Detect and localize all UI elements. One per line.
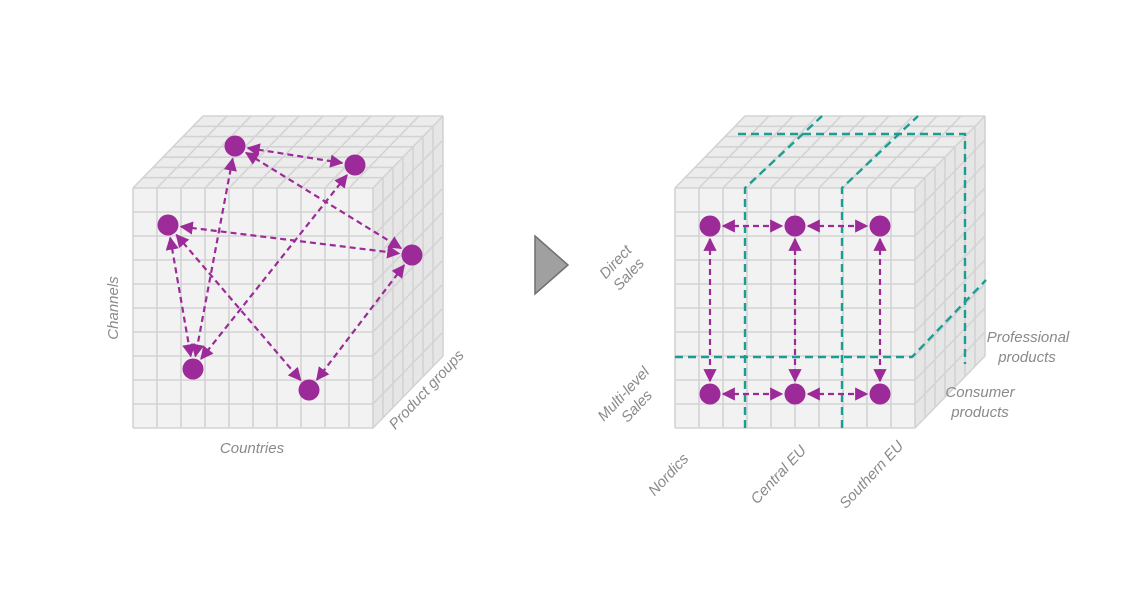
segment-divider-line [840,115,919,428]
row-label-multi-level-sales: Multi-level Sales [595,363,657,426]
axis-label-countries: Countries [220,440,285,457]
depth-label-professional-products: Professional products [987,329,1070,366]
right-nodes [699,215,891,405]
right-cube [674,115,986,429]
data-node [699,215,721,237]
segment-divider-line [675,279,987,359]
data-node [784,383,806,405]
data-node [784,215,806,237]
left-nodes [157,135,423,401]
row-label-direct-sales: Direct Sales [596,241,648,294]
right-split-lines [675,115,987,428]
data-node [298,379,320,401]
right-arrows [703,219,887,401]
depth-label-consumer-products: Consumer products [945,384,1015,421]
data-node [344,154,366,176]
depth-label-line-1: Consumer [945,384,1015,401]
column-label-nordics: Nordics [645,450,692,499]
relation-arrow [200,174,348,360]
column-label-central-eu: Central EU [747,442,810,507]
relation-arrow [316,264,405,381]
depth-label-line-1: Professional [987,329,1070,346]
left-arrows [165,143,405,382]
depth-label-line-2: products [997,349,1056,366]
data-node [699,383,721,405]
data-node [182,358,204,380]
data-node [224,135,246,157]
axis-label-channels: Channels [105,276,122,340]
data-node [401,244,423,266]
segment-divider-line [743,115,823,428]
transform-arrow-icon [534,234,570,296]
data-node [157,214,179,236]
relation-arrow [179,221,401,259]
data-node [869,383,891,405]
column-label-southern-eu: Southern EU [836,438,907,513]
left-cube [132,115,444,429]
depth-label-line-2: products [950,404,1009,421]
data-node [869,215,891,237]
relation-arrow [246,143,344,168]
segment-divider-line [738,132,967,364]
